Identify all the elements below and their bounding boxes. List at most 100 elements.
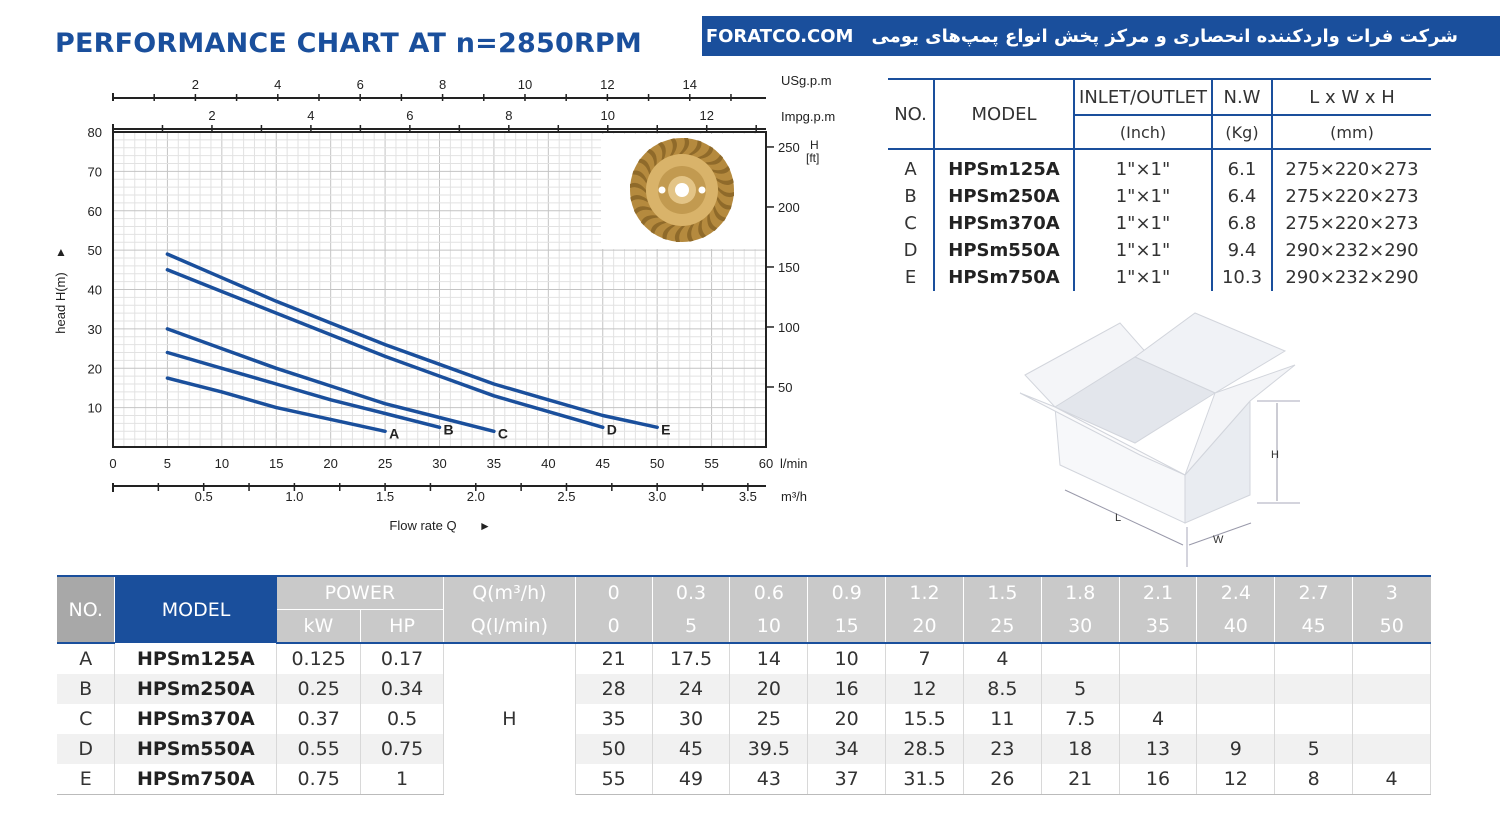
perf-cell-head: 45 [652, 734, 731, 764]
perf-cell-head: 8 [1274, 764, 1354, 795]
spec-cell-inlet: 1"×1" [1074, 237, 1213, 264]
perf-row: E HPSm750A 0.75 1 55 49 43 37 31.5 26 21 16 12 8 4 [57, 764, 1431, 795]
x-unit-label: l/min [780, 456, 807, 471]
top-tick-label: 12 [699, 108, 713, 123]
perf-cell-head [1352, 643, 1431, 674]
right-tick-label: 250 [778, 140, 800, 155]
spec-header-nw: N.W [1212, 78, 1273, 116]
top-tick-label: 10 [518, 77, 532, 92]
perf-cell-head: 4 [963, 643, 1042, 674]
top-tick-label: 8 [439, 77, 446, 92]
x-tick-label: 50 [650, 456, 664, 471]
perf-cell-head [1352, 734, 1431, 764]
perf-cell-head: 11 [963, 704, 1042, 734]
m3h-tick-label: 2.0 [467, 489, 485, 504]
top-tick-label: 6 [357, 77, 364, 92]
spec-cell-model: HPSm550A [934, 237, 1075, 264]
spec-cell-dims: 290×232×290 [1285, 240, 1419, 261]
spec-cell-dims: 275×220×273 [1285, 213, 1419, 234]
perf-cell-head: 20 [729, 674, 809, 704]
perf-q-lmin-cell: 45 [1274, 609, 1354, 644]
y-tick-label: 30 [88, 322, 102, 337]
box-width-label: W [1213, 534, 1224, 546]
spec-row-d: D HPSm550A 1"×1" 9.4 290×232×290 [888, 237, 1431, 264]
perf-cell-head: 21 [575, 643, 653, 674]
top-tick-label: 12 [600, 77, 614, 92]
banner-company-text: شرکت فرات واردکننده انحصاری و مرکز پخش ا… [871, 25, 1458, 47]
perf-cell-head: 5 [1274, 734, 1354, 764]
perf-cell-hp: 0.34 [360, 674, 444, 704]
top-tick-label: 4 [274, 77, 281, 92]
x-tick-label: 30 [432, 456, 446, 471]
x-tick-label: 15 [269, 456, 283, 471]
spec-header-model: MODEL [934, 78, 1075, 150]
x-tick-label: 55 [704, 456, 718, 471]
y-tick-label: 50 [88, 243, 102, 258]
perf-cell-head: 12 [1196, 764, 1276, 795]
perf-cell-head: 5 [1041, 674, 1120, 704]
perf-cell-hp: 0.75 [360, 734, 444, 764]
spec-cell-model: HPSm125A [934, 156, 1075, 183]
spec-cell-nw: 6.1 [1212, 156, 1273, 183]
perf-cell-head: 21 [1041, 764, 1120, 795]
banner-site[interactable]: FORATCO.COM [705, 25, 854, 47]
x-tick-label: 60 [759, 456, 773, 471]
perf-cell-head [1274, 674, 1354, 704]
top-tick-label: 10 [601, 108, 615, 123]
perf-cell-head [1352, 704, 1431, 734]
perf-cell-head: 24 [652, 674, 731, 704]
perf-cell-kw: 0.25 [276, 674, 362, 704]
perf-header-kw: kW [276, 609, 362, 644]
carton-box-illustration: H L W [1019, 312, 1300, 567]
box-height-label: H [1271, 449, 1279, 461]
spec-cell-inlet: 1"×1" [1074, 183, 1213, 210]
perf-cell-no: B [57, 674, 116, 704]
curve-a [165, 376, 387, 434]
top-axis-unit-impgpm: Impg.p.m [781, 109, 835, 124]
perf-cell-no: D [57, 734, 116, 764]
perf-cell-head: 26 [963, 764, 1042, 795]
perf-cell-head: 12 [885, 674, 964, 704]
performance-table: NO. MODEL POWER Q(m³/h) 0 0.3 0.6 0.9 1.… [57, 575, 1431, 795]
m3h-tick-label: 1.5 [376, 489, 394, 504]
perf-cell-kw: 0.75 [276, 764, 362, 795]
perf-cell-head: 31.5 [885, 764, 964, 795]
spec-cell-no: A [888, 156, 935, 183]
perf-row: B HPSm250A 0.25 0.34 28 24 20 16 12 8.5 5 [57, 674, 1431, 704]
perf-header-power: POWER [276, 575, 444, 610]
spec-header-row-1: NO. MODEL INLET/OUTLET N.W L x W x H [888, 78, 1431, 150]
spec-cell-no: C [888, 210, 935, 237]
perf-cell-kw: 0.125 [276, 643, 362, 674]
perf-cell-head: 7.5 [1041, 704, 1120, 734]
perf-cell-head: 25 [729, 704, 809, 734]
spec-header-inlet-unit: (Inch) [1074, 115, 1213, 150]
spec-header-dims-unit: (mm) [1272, 115, 1431, 150]
m3h-tick-label: 3.5 [739, 489, 757, 504]
perf-header-row-2: kW HP Q(l/min) 0 5 10 15 20 25 30 35 40 … [57, 609, 1431, 644]
perf-q-lmin-cell: 50 [1352, 609, 1431, 644]
right-tick-label: 100 [778, 320, 800, 335]
spec-cell-model: HPSm750A [934, 264, 1075, 291]
perf-cell-hp: 0.17 [360, 643, 444, 674]
chart-series: A B C D E [165, 252, 671, 441]
perf-q-m3h-cell: 2.1 [1119, 575, 1198, 610]
spec-cell-nw: 10.3 [1212, 264, 1273, 291]
curve-label-b: B [444, 421, 454, 437]
spec-cell-inlet: 1"×1" [1074, 264, 1213, 291]
perf-cell-head [1274, 643, 1354, 674]
spec-cell-inlet: 1"×1" [1074, 210, 1213, 237]
impeller-icon [630, 138, 734, 242]
perf-cell-kw: 0.37 [276, 704, 362, 734]
curve-e [165, 252, 659, 430]
perf-cell-head: 13 [1119, 734, 1198, 764]
perf-q-m3h-cell: 0.9 [807, 575, 887, 610]
page-title: PERFORMANCE CHART AT n=2850RPM [55, 28, 642, 59]
spec-cell-nw: 6.8 [1212, 210, 1273, 237]
x-axis-arrow: ► [479, 519, 491, 533]
perf-cell-head: 4 [1119, 704, 1198, 734]
perf-header-hp: HP [360, 609, 444, 644]
perf-q-lmin-cell: 25 [963, 609, 1042, 644]
y-axis-arrow: ▲ [55, 245, 67, 259]
y-axis-label: head H(m) [53, 272, 68, 333]
